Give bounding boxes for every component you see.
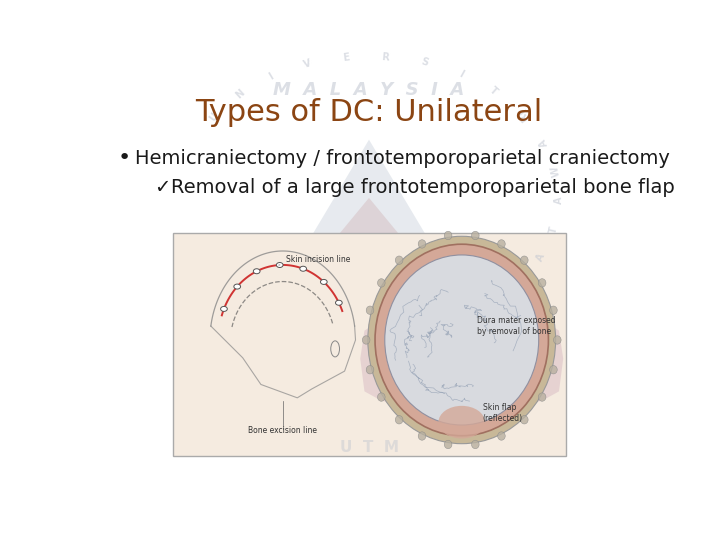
Text: V: V: [302, 58, 312, 70]
Polygon shape: [360, 312, 563, 413]
Text: N: N: [514, 276, 527, 289]
Ellipse shape: [521, 416, 528, 424]
Text: I: I: [267, 71, 275, 82]
Text: Dura mater exposed
by removal of bone: Dura mater exposed by removal of bone: [477, 316, 556, 336]
Text: Skin flap
(reflected): Skin flap (reflected): [483, 403, 523, 423]
Text: E: E: [342, 52, 350, 63]
Text: Hemicraniectomy / frontotemporoparietal craniectomy: Hemicraniectomy / frontotemporoparietal …: [135, 149, 670, 168]
Circle shape: [276, 262, 283, 267]
Text: R: R: [382, 52, 390, 62]
Ellipse shape: [498, 432, 505, 440]
Ellipse shape: [362, 336, 370, 344]
Text: Types of DC: Unilateral: Types of DC: Unilateral: [195, 98, 543, 127]
Circle shape: [320, 279, 327, 285]
Ellipse shape: [395, 256, 403, 265]
Circle shape: [336, 300, 342, 305]
Text: I: I: [457, 69, 465, 79]
Text: Bone excision line: Bone excision line: [248, 427, 318, 435]
Ellipse shape: [344, 238, 394, 266]
Ellipse shape: [539, 279, 546, 287]
Text: N: N: [233, 88, 246, 101]
Text: A: A: [535, 252, 547, 263]
Ellipse shape: [539, 393, 546, 401]
Ellipse shape: [330, 341, 340, 357]
Ellipse shape: [418, 240, 426, 248]
Ellipse shape: [472, 440, 479, 449]
Ellipse shape: [366, 306, 374, 314]
Ellipse shape: [375, 244, 549, 436]
Text: •: •: [118, 148, 131, 168]
Text: U  T  M: U T M: [340, 440, 398, 455]
Text: M  A  L  A  Y  S  I  A: M A L A Y S I A: [274, 82, 464, 99]
Ellipse shape: [366, 366, 374, 374]
FancyBboxPatch shape: [173, 233, 566, 456]
Circle shape: [300, 266, 307, 271]
Text: ✓: ✓: [154, 178, 171, 197]
Text: T: T: [487, 85, 499, 97]
Ellipse shape: [444, 440, 452, 449]
Ellipse shape: [472, 231, 479, 240]
Text: I: I: [516, 109, 526, 117]
Text: S: S: [420, 57, 429, 69]
Ellipse shape: [549, 366, 557, 374]
Text: T: T: [548, 225, 559, 234]
Ellipse shape: [438, 406, 485, 438]
Ellipse shape: [368, 237, 556, 444]
Text: Skin incision line: Skin incision line: [279, 255, 350, 265]
Ellipse shape: [384, 255, 539, 425]
Text: U: U: [207, 111, 220, 123]
Ellipse shape: [554, 336, 561, 344]
Ellipse shape: [395, 416, 403, 424]
Circle shape: [234, 284, 240, 289]
Polygon shape: [324, 198, 413, 252]
Text: Removal of a large frontotemporoparietal bone flap: Removal of a large frontotemporoparietal…: [171, 178, 675, 197]
Polygon shape: [302, 140, 436, 252]
Ellipse shape: [418, 432, 426, 440]
Text: W: W: [549, 165, 561, 177]
Text: A: A: [554, 197, 564, 204]
Text: R: R: [518, 111, 531, 123]
Ellipse shape: [377, 279, 385, 287]
Ellipse shape: [549, 306, 557, 314]
Ellipse shape: [444, 231, 452, 240]
Ellipse shape: [498, 240, 505, 248]
Circle shape: [253, 269, 260, 274]
Text: A: A: [538, 137, 549, 148]
Ellipse shape: [521, 256, 528, 265]
Circle shape: [220, 306, 228, 312]
Ellipse shape: [377, 393, 385, 401]
